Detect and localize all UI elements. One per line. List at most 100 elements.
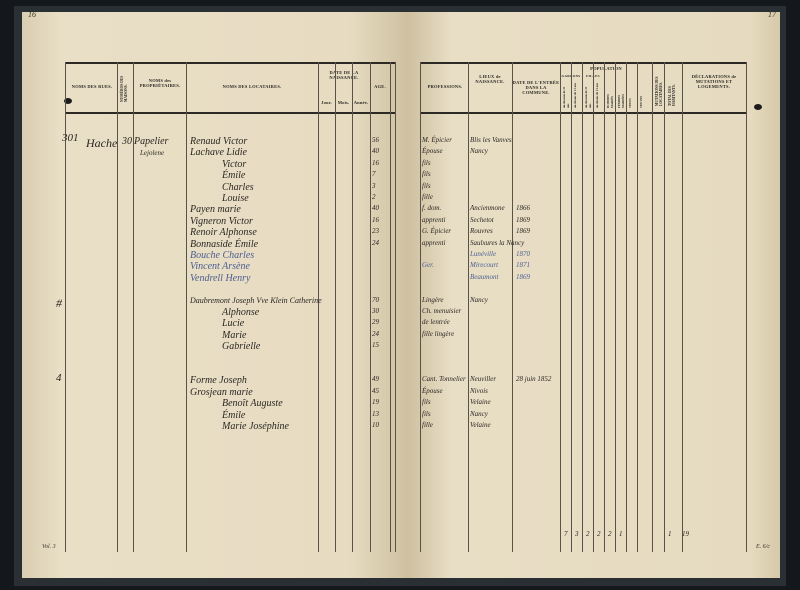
entry-age: 56: [372, 136, 379, 144]
entry-name: Renaud Victor: [190, 136, 248, 147]
entry-age: 40: [372, 147, 379, 156]
entry-lieu: Mirecourt: [470, 261, 499, 270]
column-rule: [186, 62, 187, 552]
header-jour: Jour.: [321, 100, 332, 105]
entry-lieu: Beaumont: [470, 272, 499, 281]
header-entree: DATE DE L'ENTRÉE DANS LA COMMUNE.: [512, 80, 560, 95]
entry-prof: Lingère: [422, 295, 444, 304]
entry-lieu: Saulxures la Nancy: [470, 238, 525, 247]
page-number-right: 17: [768, 10, 776, 19]
entry-lieu: Velaine: [470, 421, 491, 429]
header-declarations: DÉCLARATIONS de MUTATIONS ET LOGEMENTS.: [691, 74, 737, 89]
header-population-sub: HOMMES MARIÉS: [606, 94, 614, 108]
entry-age: 2: [372, 193, 376, 201]
total-value: 3: [575, 530, 579, 538]
column-rule: [626, 62, 627, 552]
entry-prof: fille: [422, 193, 433, 201]
header-annee: Année.: [353, 100, 369, 105]
entry-name: Vigneron Victor: [190, 215, 253, 227]
entry-entree: 1869: [516, 272, 530, 281]
header-mois: Mois.: [337, 100, 350, 105]
entry-age: 29: [372, 318, 379, 327]
header-population-sub: au-dessus de 21 ans: [595, 83, 599, 108]
header-garcons: GARÇONS: [561, 74, 581, 78]
header-age: AGE.: [374, 84, 386, 89]
entry-name: Forme Joseph: [190, 375, 247, 387]
entry-prof: fils: [422, 181, 431, 190]
column-rule: [370, 62, 371, 552]
header-lieux: LIEUX de NAISSANCE.: [475, 74, 505, 84]
house-number: 30: [122, 136, 132, 147]
left-page: 16 NOMS DES RUES. NUMÉROS DES MAISONS. N…: [22, 10, 406, 578]
entry-name: Lachave Lidie: [190, 147, 247, 159]
street-name: Hache: [86, 136, 118, 150]
header-population-sub: au-dessous de 21 ans: [584, 86, 592, 108]
column-rule: [652, 62, 653, 552]
margin-number: #: [56, 296, 62, 310]
header-date: DATE DE LA NAISSANCE.: [329, 70, 359, 80]
column-rule: [420, 62, 421, 552]
entry-prof: fille lingère: [422, 329, 455, 338]
right-page: 17 PROFESSIONS. LIEUX de NAISSANCE. DATE…: [406, 10, 780, 578]
entry-prof: de lentrée: [422, 318, 450, 327]
entry-age: 24: [372, 329, 379, 338]
entry-entree: 1866: [516, 204, 530, 213]
entry-age: 30: [372, 307, 379, 315]
entry-name: Alphonse: [222, 307, 260, 318]
column-rule: [664, 62, 665, 552]
entry-age: 3: [372, 181, 376, 190]
entry-entree: 1869: [516, 227, 530, 236]
entry-lieu: Neuviller: [470, 375, 497, 384]
header-filles: FILLES: [586, 74, 600, 78]
margin-number: 301: [62, 132, 79, 144]
owner-name: Papelier: [134, 136, 169, 147]
margin-number: 4: [56, 372, 62, 384]
entry-name: Charles: [222, 181, 254, 193]
column-rule: [560, 62, 561, 552]
entry-age: 16: [372, 215, 379, 224]
entry-prof: fils: [422, 158, 431, 167]
header-population-sub: VEUVES: [639, 95, 643, 108]
entry-name: Bonnaside Émile: [190, 238, 259, 250]
entry-age: 19: [372, 398, 379, 407]
entry-prof: fille: [422, 421, 433, 429]
entry-name: Vendrell Henry: [190, 272, 251, 284]
entry-name: Marie: [222, 329, 247, 341]
entry-prof: fils: [422, 409, 431, 418]
column-rule: [117, 62, 118, 552]
header-total: TOTAL DES HABITANTS.: [668, 84, 676, 106]
column-rule: [395, 62, 396, 552]
entry-age: 40: [372, 204, 379, 213]
right-header-band: [420, 62, 746, 114]
header-population: POPULATION: [590, 66, 622, 71]
page-number-left: 16: [28, 10, 36, 19]
header-population-sub: FEMMES MARIÉES: [617, 93, 625, 108]
total-value: 1: [619, 530, 623, 538]
binding-hole: [64, 98, 72, 104]
entry-prof: Épouse: [422, 386, 443, 395]
header-numero: NUMÉROS DES MAISONS.: [120, 75, 128, 102]
entry-age: 49: [372, 375, 379, 384]
entry-name: Émile: [222, 170, 246, 182]
total-value: 7: [564, 530, 568, 538]
entry-age: 7: [372, 170, 376, 179]
entry-lieu: Ancienmone: [470, 204, 505, 213]
entry-age: 24: [372, 238, 379, 247]
entry-entree: 28 juin 1852: [516, 375, 552, 384]
entry-name: Louise: [222, 193, 249, 204]
entry-age: 70: [372, 295, 379, 304]
header-rues: NOMS DES RUES.: [71, 84, 113, 89]
total-value: 19: [682, 530, 689, 538]
entry-prof: Ch. menuisier: [422, 307, 462, 315]
column-rule: [352, 62, 353, 552]
binding-hole: [754, 104, 762, 110]
column-rule: [571, 62, 572, 552]
entry-lieu: Lunéville: [470, 250, 497, 258]
entry-prof: fils: [422, 398, 431, 407]
total-value: 2: [608, 530, 612, 538]
footer-right-note: E. 6/c: [756, 544, 770, 550]
owner-name: Lejolene: [140, 149, 165, 157]
header-population-sub: au-dessous de 21 ans: [562, 86, 570, 108]
entry-lieu: Sechetot: [470, 215, 494, 224]
header-population-sub: VEUFS: [628, 98, 632, 108]
